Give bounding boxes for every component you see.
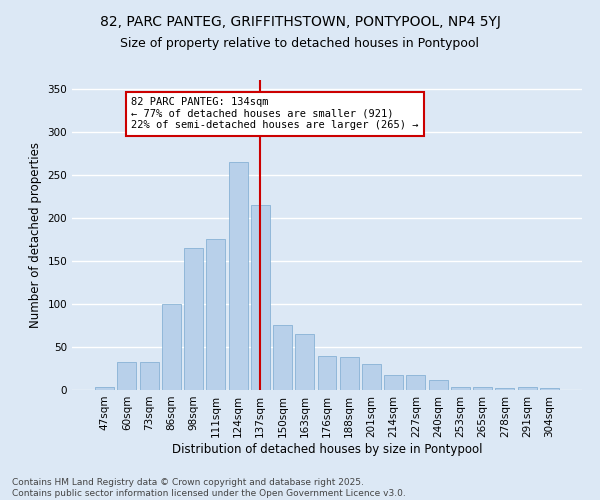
Bar: [162, 304, 181, 390]
Bar: [317, 356, 337, 390]
Bar: [518, 386, 536, 390]
Bar: [251, 205, 270, 390]
Bar: [473, 386, 492, 390]
Bar: [340, 358, 359, 390]
Bar: [540, 388, 559, 390]
Bar: [406, 376, 425, 390]
Bar: [140, 362, 158, 390]
Text: Size of property relative to detached houses in Pontypool: Size of property relative to detached ho…: [121, 38, 479, 51]
Bar: [451, 386, 470, 390]
X-axis label: Distribution of detached houses by size in Pontypool: Distribution of detached houses by size …: [172, 442, 482, 456]
Text: Contains HM Land Registry data © Crown copyright and database right 2025.
Contai: Contains HM Land Registry data © Crown c…: [12, 478, 406, 498]
Text: 82, PARC PANTEG, GRIFFITHSTOWN, PONTYPOOL, NP4 5YJ: 82, PARC PANTEG, GRIFFITHSTOWN, PONTYPOO…: [100, 15, 500, 29]
Bar: [95, 386, 114, 390]
Bar: [184, 248, 203, 390]
Bar: [384, 376, 403, 390]
Bar: [206, 240, 225, 390]
Bar: [496, 388, 514, 390]
Text: 82 PARC PANTEG: 134sqm
← 77% of detached houses are smaller (921)
22% of semi-de: 82 PARC PANTEG: 134sqm ← 77% of detached…: [131, 97, 419, 130]
Bar: [295, 334, 314, 390]
Bar: [229, 162, 248, 390]
Bar: [429, 380, 448, 390]
Bar: [362, 364, 381, 390]
Bar: [118, 362, 136, 390]
Y-axis label: Number of detached properties: Number of detached properties: [29, 142, 42, 328]
Bar: [273, 326, 292, 390]
